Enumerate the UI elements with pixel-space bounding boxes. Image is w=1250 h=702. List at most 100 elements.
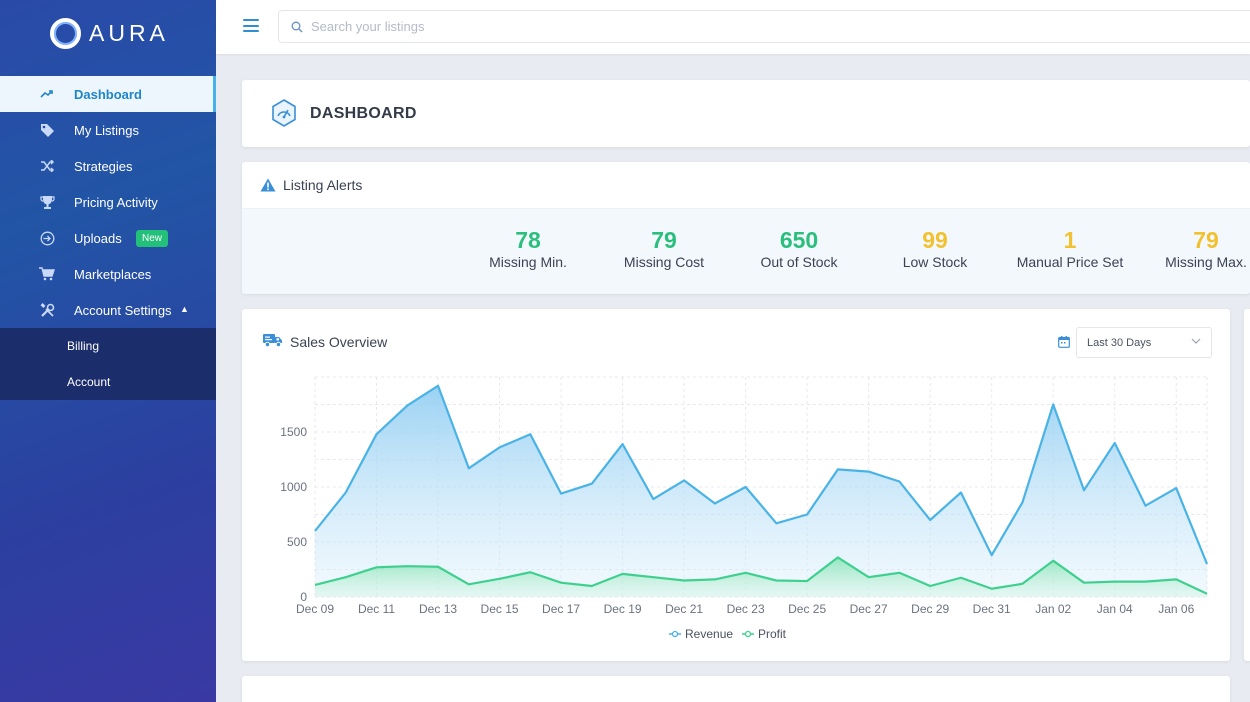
chevron-down-icon bbox=[1191, 336, 1201, 349]
x-tick-label: Dec 17 bbox=[542, 602, 580, 616]
stat-label: Out of Stock bbox=[760, 254, 838, 270]
listing-alerts-header: Listing Alerts bbox=[242, 162, 1250, 209]
legend-label: Revenue bbox=[685, 627, 733, 641]
stat-label: Missing Max. bbox=[1165, 254, 1247, 270]
chevron-up-icon: ▲ bbox=[180, 304, 189, 314]
x-tick-label: Dec 27 bbox=[850, 602, 888, 616]
listing-alerts-title: Listing Alerts bbox=[283, 177, 363, 193]
x-tick-label: Jan 02 bbox=[1035, 602, 1071, 616]
logo-text: AURA bbox=[89, 19, 169, 46]
x-tick-label: Dec 15 bbox=[481, 602, 519, 616]
dashboard-header-card: DASHBOARD bbox=[242, 80, 1250, 147]
calendar-icon bbox=[1058, 335, 1070, 353]
stat-value: 79 bbox=[1193, 227, 1219, 253]
stat-value: 650 bbox=[779, 227, 819, 253]
x-tick-label: Dec 13 bbox=[419, 602, 457, 616]
stat-missing-cost[interactable]: 79 Missing Cost bbox=[589, 226, 739, 270]
sidebar-item-pricing-activity[interactable]: Pricing Activity bbox=[0, 184, 216, 220]
logo[interactable]: AURA bbox=[50, 17, 169, 49]
speedometer-icon bbox=[269, 98, 299, 133]
sidebar-item-my-listings[interactable]: My Listings bbox=[0, 112, 216, 148]
search-input[interactable] bbox=[311, 11, 1211, 42]
sidebar-subitem-billing[interactable]: Billing bbox=[0, 328, 216, 364]
sidebar-item-account-settings[interactable]: Account Settings ▲ bbox=[0, 292, 216, 328]
stat-label: Missing Min. bbox=[489, 254, 567, 270]
sidebar-item-strategies[interactable]: Strategies bbox=[0, 148, 216, 184]
stat-value: 79 bbox=[651, 227, 677, 253]
stat-label: Low Stock bbox=[902, 254, 968, 270]
sidebar-item-label: Account Settings bbox=[74, 302, 172, 318]
search-icon bbox=[291, 20, 303, 38]
sidebar-item-uploads[interactable]: Uploads New bbox=[0, 220, 216, 256]
legend-marker-dot bbox=[744, 630, 752, 638]
stat-out-of-stock[interactable]: 650 Out of Stock bbox=[724, 226, 874, 270]
listing-alerts-stats: 78 Missing Min. 79 Missing Cost 650 Out … bbox=[242, 209, 1250, 294]
y-tick-label: 500 bbox=[287, 535, 307, 549]
date-range-value: Last 30 Days bbox=[1087, 337, 1152, 349]
stat-value: 1 bbox=[1063, 227, 1077, 253]
x-tick-label: Jan 06 bbox=[1158, 602, 1194, 616]
series-area-revenue bbox=[315, 385, 1207, 597]
series-line-revenue bbox=[314, 384, 1209, 565]
stat-value: 99 bbox=[922, 227, 948, 253]
x-tick-label: Dec 31 bbox=[973, 602, 1011, 616]
y-tick-label: 0 bbox=[300, 590, 307, 604]
stat-missing-max[interactable]: 79 Missing Max. bbox=[1131, 226, 1250, 270]
legend-marker-dot bbox=[671, 630, 679, 638]
truck-icon bbox=[263, 332, 283, 353]
x-tick-label: Dec 09 bbox=[296, 602, 334, 616]
sales-overview-title: Sales Overview bbox=[290, 334, 388, 350]
stat-missing-min[interactable]: 78 Missing Min. bbox=[453, 226, 603, 270]
date-range-select[interactable]: Last 30 Days bbox=[1076, 327, 1212, 358]
y-tick-label: 1500 bbox=[280, 425, 307, 439]
sidebar: AURA Dashboard My Listings Strategies Pr… bbox=[0, 0, 216, 702]
trophy-icon bbox=[38, 193, 56, 211]
x-tick-label: Dec 11 bbox=[358, 602, 395, 616]
sign-in-icon bbox=[38, 229, 56, 247]
topbar bbox=[216, 0, 1250, 54]
warning-icon bbox=[260, 178, 276, 197]
x-tick-label: Dec 29 bbox=[911, 602, 949, 616]
tag-icon bbox=[38, 121, 56, 139]
logo-ring-icon bbox=[50, 17, 81, 49]
side-card-edge bbox=[1244, 309, 1250, 661]
listing-alerts-card: Listing Alerts 78 Missing Min. 79 Missin… bbox=[242, 162, 1250, 294]
sidebar-item-label: Uploads bbox=[74, 230, 122, 246]
sidebar-item-dashboard[interactable]: Dashboard bbox=[0, 76, 216, 112]
stat-label: Missing Cost bbox=[623, 254, 705, 270]
sidebar-item-label: Account bbox=[67, 375, 111, 389]
sidebar-item-marketplaces[interactable]: Marketplaces bbox=[0, 256, 216, 292]
new-badge: New bbox=[136, 230, 169, 247]
stat-label: Manual Price Set bbox=[1016, 254, 1124, 270]
sidebar-nav: Dashboard My Listings Strategies Pricing… bbox=[0, 76, 216, 400]
sidebar-item-label: My Listings bbox=[74, 122, 140, 138]
stat-value: 78 bbox=[515, 227, 541, 253]
series-line-profit bbox=[314, 556, 1208, 595]
x-tick-label: Dec 21 bbox=[665, 602, 703, 616]
tools-icon bbox=[38, 301, 56, 319]
menu-toggle-icon[interactable] bbox=[243, 19, 259, 32]
sidebar-item-label: Billing bbox=[67, 339, 100, 353]
cart-icon bbox=[38, 265, 56, 283]
sidebar-item-label: Marketplaces bbox=[74, 266, 152, 282]
account-settings-submenu: Billing Account bbox=[0, 328, 216, 400]
sales-overview-card: 0 500 1000 1500 Dec 09 Dec 11 Dec 13 Dec 15 Dec … bbox=[242, 309, 1230, 661]
x-tick-label: Dec 25 bbox=[788, 602, 826, 616]
sidebar-item-label: Dashboard bbox=[74, 86, 142, 102]
trending-up-icon bbox=[38, 85, 56, 103]
x-tick-label: Jan 04 bbox=[1097, 602, 1133, 616]
x-tick-label: Dec 19 bbox=[604, 602, 642, 616]
next-card bbox=[242, 676, 1230, 702]
x-tick-label: Dec 23 bbox=[727, 602, 765, 616]
legend-label: Profit bbox=[758, 627, 787, 641]
stat-low-stock[interactable]: 99 Low Stock bbox=[860, 226, 1010, 270]
sidebar-item-label: Pricing Activity bbox=[74, 194, 158, 210]
search-box bbox=[278, 10, 1250, 43]
shuffle-icon bbox=[38, 157, 56, 175]
page-title: DASHBOARD bbox=[310, 105, 417, 122]
y-tick-label: 1000 bbox=[280, 480, 307, 494]
stat-manual-price-set[interactable]: 1 Manual Price Set bbox=[995, 226, 1145, 270]
sales-chart: 0 500 1000 1500 Dec 09 Dec 11 Dec 13 Dec 15 Dec … bbox=[280, 376, 1209, 641]
sidebar-item-label: Strategies bbox=[74, 158, 133, 174]
sidebar-subitem-account[interactable]: Account bbox=[0, 364, 216, 400]
